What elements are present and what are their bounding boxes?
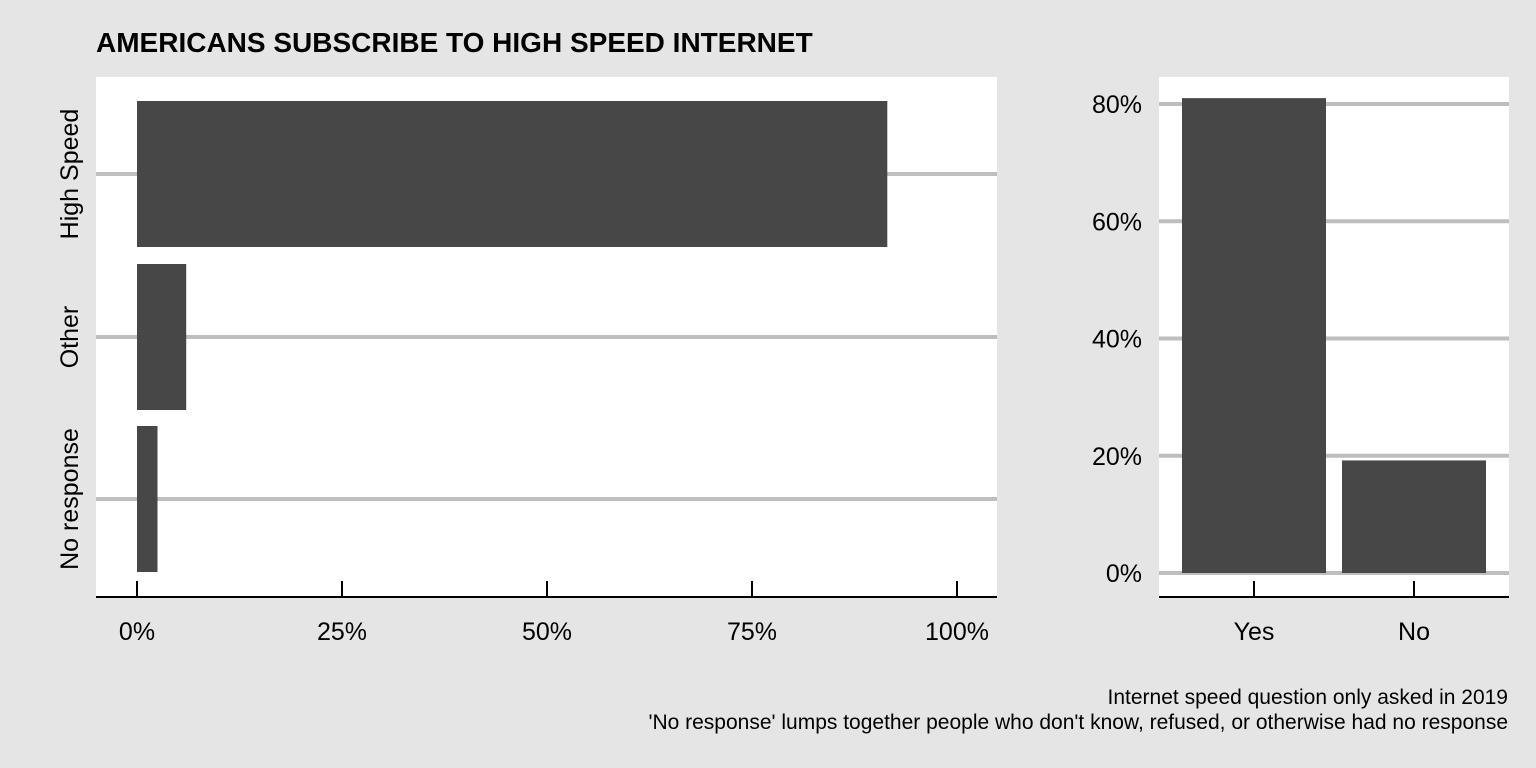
bar-other	[137, 264, 187, 410]
y-tick-label-no-response: No response	[56, 428, 84, 570]
right-panel-vertical-bar-chart: 0% 20% 40% 60% 80% Yes No	[1092, 77, 1509, 646]
x-tick-label-75: 75%	[727, 618, 777, 646]
y-tick-label-0: 0%	[1106, 560, 1142, 588]
y-tick-label-high-speed: High Speed	[56, 109, 84, 240]
bar-yes	[1182, 98, 1326, 573]
x-tick-label-0: 0%	[119, 618, 155, 646]
bar-high-speed	[137, 101, 888, 247]
x-tick-label-no: No	[1398, 618, 1430, 646]
y-tick-label-60: 60%	[1092, 208, 1142, 236]
left-panel-horizontal-bar-chart: High Speed Other No response 0% 25% 50% 75% 100…	[56, 77, 997, 646]
y-tick-label-40: 40%	[1092, 326, 1142, 354]
caption-note-2: 'No response' lumps together people who …	[648, 711, 1508, 734]
bar-no	[1342, 460, 1486, 573]
caption-note-1: Internet speed question only asked in 20…	[1107, 686, 1508, 709]
x-tick-label-100: 100%	[925, 618, 989, 646]
x-tick-label-yes: Yes	[1234, 618, 1275, 646]
y-tick-label-other: Other	[56, 306, 84, 369]
x-tick-label-25: 25%	[317, 618, 367, 646]
bar-no-response	[137, 426, 158, 572]
y-tick-label-80: 80%	[1092, 91, 1142, 119]
x-tick-label-50: 50%	[522, 618, 572, 646]
y-tick-label-20: 20%	[1092, 443, 1142, 471]
chart-title: AMERICANS SUBSCRIBE TO HIGH SPEED INTERN…	[96, 27, 813, 58]
